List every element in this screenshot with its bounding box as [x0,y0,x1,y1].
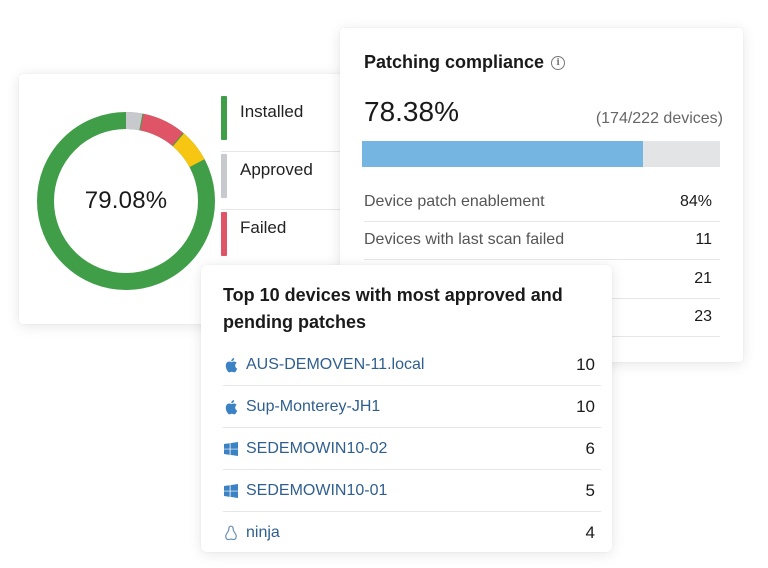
compliance-progress-fill [362,141,643,167]
device-patch-count: 4 [585,523,595,542]
device-patch-count: 6 [585,438,595,458]
legend-item-installed[interactable]: Installed [221,94,359,152]
device-link[interactable]: AUS-DEMOVEN-11.local [246,355,425,373]
patch-status-donut-chart: 79.08% [37,112,215,290]
compliance-stats-list: Device patch enablement 84% Devices with… [364,183,720,337]
donut-svg [37,112,215,290]
device-patch-count: 10 [576,354,595,374]
device-link[interactable]: SEDEMOWIN10-01 [246,481,388,499]
stat-row[interactable]: Device patch enablement 84% [364,183,720,222]
device-link[interactable]: SEDEMOWIN10-02 [246,439,388,457]
stat-label: Device patch enablement [364,192,545,210]
top-devices-card: Top 10 devices with most approved and pe… [201,265,612,552]
card-title-text: Patching compliance [364,52,545,72]
legend-label: Approved [240,160,313,179]
windows-icon [223,483,239,499]
device-row: Sup-Monterey-JH1 10 [223,386,601,428]
apple-icon [223,357,239,373]
legend-label: Installed [240,102,304,121]
linux-icon [223,525,239,541]
device-row: AUS-DEMOVEN-11.local 10 [223,344,601,386]
windows-icon [223,441,239,457]
donut-segment-approved[interactable] [37,112,215,290]
apple-icon [223,399,239,415]
compliance-percent: 78.38% [364,96,459,127]
stat-value: 21 [694,269,712,287]
device-row: SEDEMOWIN10-01 5 [223,470,601,512]
device-row: ninja 4 [223,512,601,554]
stat-value: 84% [679,192,712,210]
donut-center-value: 79.08% [84,187,168,214]
stat-row[interactable]: Devices with last scan failed 11 [364,222,720,260]
legend-item-approved[interactable]: Approved [221,152,359,210]
device-patch-count: 5 [585,480,595,500]
stat-value: 11 [695,231,712,249]
top-devices-list: AUS-DEMOVEN-11.local 10 Sup-Monterey-JH1… [223,344,601,554]
legend-swatch-failed [221,212,227,256]
device-link[interactable]: ninja [246,524,280,541]
info-icon[interactable]: i [551,55,566,70]
legend-item-failed[interactable]: Failed [221,210,359,268]
card-title: Patching compliance i [364,52,566,73]
legend-swatch-installed [221,96,227,140]
device-patch-count: 10 [576,396,595,416]
compliance-progress-bar [362,141,720,167]
card-title: Top 10 devices with most approved and pe… [223,285,563,332]
legend-label: Failed [240,218,287,237]
compliance-device-count: (174/222 devices) [595,110,723,127]
device-link[interactable]: Sup-Monterey-JH1 [246,397,381,415]
legend-swatch-approved [221,154,227,198]
stat-value: 23 [694,308,712,326]
device-row: SEDEMOWIN10-02 6 [223,428,601,470]
stat-label: Devices with last scan failed [364,231,565,249]
